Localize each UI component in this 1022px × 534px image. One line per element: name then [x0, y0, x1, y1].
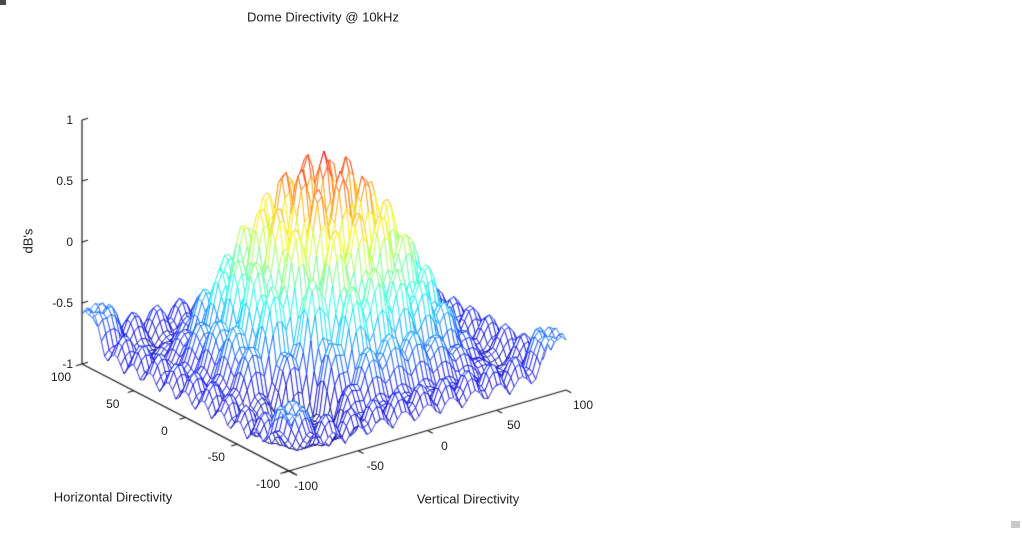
z-tick-label: -1: [62, 357, 73, 371]
x-tick-label: 50: [106, 396, 120, 411]
x-tick-label: -100: [255, 477, 281, 491]
chart-title: Dome Directivity @ 10kHz: [247, 9, 399, 25]
x-tick-label: -50: [207, 450, 225, 465]
z-tick-label: -0.5: [52, 296, 73, 310]
y-tick-label: -50: [366, 458, 384, 473]
scan-artifact-mark: [1011, 521, 1020, 528]
y-axis-label: Vertical Directivity: [416, 491, 520, 507]
z-axis-label: dB's: [20, 228, 36, 254]
x-tick-label: 0: [161, 423, 168, 438]
y-tick-label: 0: [441, 438, 448, 453]
y-tick-label: -100: [293, 479, 319, 493]
z-tick-label: 0.5: [56, 174, 73, 188]
z-tick-label: 0: [66, 235, 73, 249]
z-tick-label: 1: [66, 113, 73, 127]
y-tick-label: 100: [572, 398, 594, 412]
scan-artifact-mark: [0, 0, 6, 5]
x-tick-label: 100: [50, 370, 72, 384]
x-axis-label: Horizontal Directivity: [53, 489, 173, 505]
y-tick-label: 50: [507, 418, 521, 433]
